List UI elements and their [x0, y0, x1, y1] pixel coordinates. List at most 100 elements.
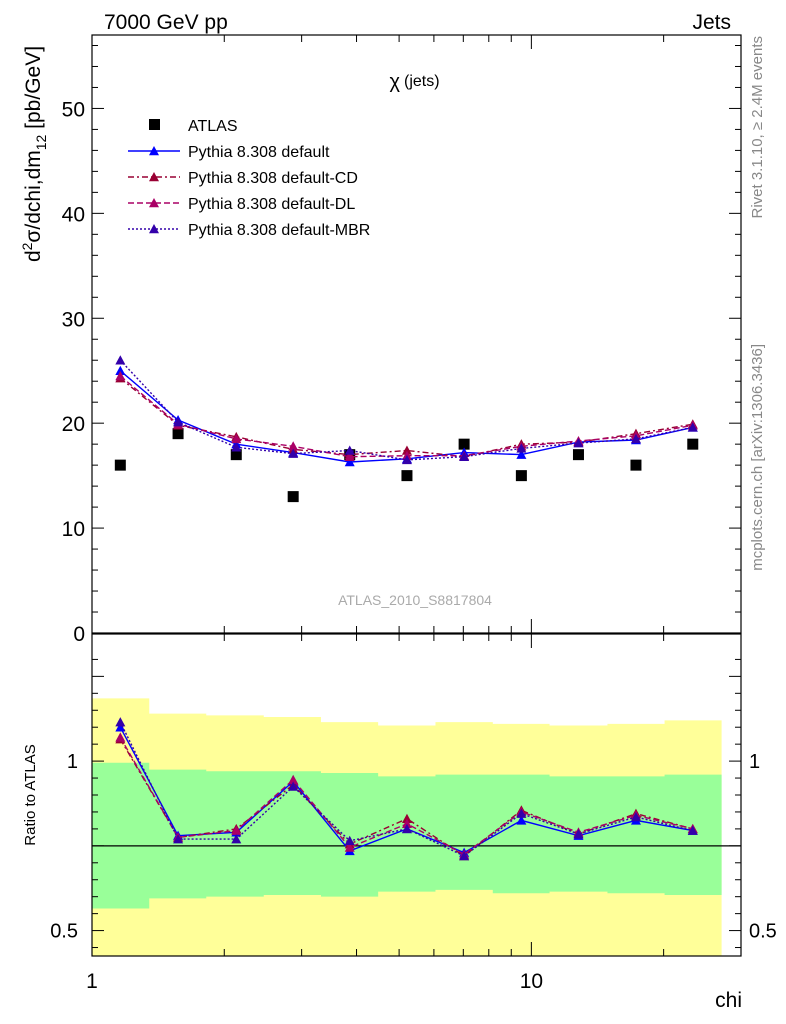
main-y-tick-label: 40 [62, 203, 85, 226]
ratio-point-mbr [687, 825, 698, 835]
series-point-mbr [630, 433, 641, 444]
series-point-mbr [573, 438, 584, 448]
y-label-exponent: 2 [19, 242, 35, 250]
rivet-version-label: Rivet 3.1.10, ≥ 2.4M events [749, 36, 766, 219]
main-y-axis-label: d2σ/dchi,dm12 [pb/GeV] [19, 46, 49, 262]
series-point-mbr [459, 451, 470, 461]
series-point-cd [401, 445, 412, 455]
atlas-data-point [230, 449, 242, 461]
ratio-point-dl [401, 818, 412, 829]
series-point-default [516, 449, 527, 459]
series-point-dl [115, 370, 126, 381]
main-y-tick-label: 20 [62, 413, 85, 436]
series-point-mbr [687, 422, 698, 432]
series-point-mbr [516, 443, 527, 453]
legend-label: Pythia 8.308 default [188, 144, 330, 161]
ratio-point-mbr [516, 808, 527, 818]
series-point-mbr [115, 355, 126, 365]
ratio-y-tick-label-right: 0.5 [749, 921, 777, 943]
legend-marker-triangle [149, 146, 159, 156]
plot-title: χ [390, 71, 401, 93]
series-point-default [115, 365, 126, 375]
ratio-point-mbr [573, 828, 584, 839]
ratio-point-mbr [401, 823, 412, 834]
ratio-y-axis-label: Ratio to ATLAS [22, 744, 39, 845]
atlas-data-point [458, 438, 470, 450]
series-line-cd [119, 377, 693, 458]
x-tick-label: 1 [86, 970, 98, 993]
series-line-mbr [119, 359, 693, 461]
watermark-label: ATLAS_2010_S8817804 [338, 592, 492, 608]
series-point-mbr [288, 448, 299, 458]
ratio-point-mbr [459, 851, 470, 861]
ratio-point-default [516, 815, 527, 825]
ratio-y-tick-label: 1 [67, 751, 78, 773]
y-label-d: d [22, 250, 45, 262]
ratio-point-default [115, 722, 126, 732]
atlas-data-point [114, 459, 126, 471]
x-axis-label: chi [715, 989, 742, 1012]
legend-marker-triangle [149, 198, 159, 208]
series-point-mbr [344, 445, 355, 455]
atlas-data-point [287, 491, 299, 503]
atlas-data-point [687, 438, 699, 450]
legend-entry-dl: Pythia 8.308 default-DL [128, 196, 355, 213]
ratio-point-mbr [173, 834, 184, 844]
series-point-dl [344, 451, 355, 461]
legend-marker-triangle [149, 224, 159, 234]
ratio-point-mbr [344, 835, 355, 846]
legend-label: ATLAS [188, 118, 238, 135]
ratio-point-dl [344, 842, 355, 852]
legend: ATLAS Pythia 8.308 default Pythia 8.308 de… [128, 118, 370, 239]
ratio-point-mbr [630, 812, 641, 822]
main-y-tick-label: 30 [62, 308, 85, 331]
y-label-unit: [pb/GeV] [22, 46, 45, 135]
series-point-dl [231, 433, 242, 444]
ratio-point-dl [288, 774, 299, 784]
legend-label: Pythia 8.308 default-DL [188, 196, 355, 213]
atlas-data-point [401, 470, 413, 482]
mcplots-reference-label: mcplots.cern.ch [arXiv:1306.3436] [749, 344, 766, 571]
ratio-y-tick-label: 0.5 [50, 921, 78, 943]
y-label-subscript: 12 [33, 134, 49, 150]
ratio-point-mbr [288, 781, 299, 791]
main-panel: 0 10 20 30 40 50 χ (jets) ATLAS_2010_S8817804… [19, 34, 742, 646]
legend-entry-cd: Pythia 8.308 default-CD [128, 170, 358, 187]
series-point-default [344, 456, 355, 467]
series-point-dl [288, 441, 299, 451]
ratio-panel: 0.5 0.5 1 1 1 10 Ratio to ATLAS chi [22, 633, 777, 1012]
legend-entry-default: Pythia 8.308 default [128, 144, 330, 161]
legend-entry-atlas: ATLAS [149, 118, 238, 135]
ratio-inner-uncertainty-band [92, 762, 722, 909]
main-panel-frame [91, 34, 742, 634]
legend-marker-triangle [149, 172, 159, 182]
atlas-data-point [172, 428, 184, 440]
series-point-mbr [173, 417, 184, 427]
ratio-point-dl [115, 732, 126, 742]
series-line-dl [119, 375, 693, 458]
ratio-point-mbr [115, 717, 126, 727]
legend-label: Pythia 8.308 default-MBR [188, 222, 370, 239]
legend-entry-mbr: Pythia 8.308 default-MBR [128, 222, 370, 239]
legend-marker-square [149, 119, 160, 130]
plot-title-sub: (jets) [404, 73, 440, 90]
header-process-label: Jets [692, 11, 731, 34]
atlas-data-point [630, 459, 642, 471]
main-y-tick-label: 50 [62, 98, 85, 121]
main-y-tick-label: 0 [73, 623, 85, 646]
y-label-body: σ/dchi,dm [22, 150, 45, 242]
ratio-y-tick-label-right: 1 [749, 751, 760, 773]
atlas-data-point [515, 470, 527, 482]
ratio-point-dl [231, 825, 242, 835]
legend-label: Pythia 8.308 default-CD [188, 170, 358, 187]
ratio-line-mbr [119, 721, 693, 857]
atlas-data-point [572, 449, 584, 461]
header-energy-label: 7000 GeV pp [104, 11, 228, 34]
series-point-mbr [231, 442, 242, 452]
ratio-point-cd [401, 813, 412, 823]
series-point-mbr [401, 454, 412, 465]
main-y-tick-label: 10 [62, 518, 85, 541]
x-tick-label: 10 [520, 970, 543, 993]
ratio-point-mbr [231, 834, 242, 844]
